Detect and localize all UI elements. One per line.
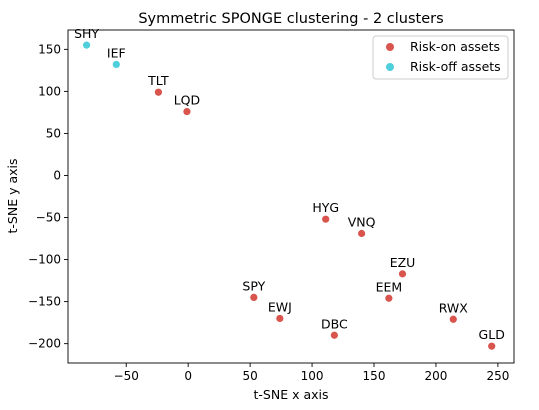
y-tick-label: 150 — [38, 42, 61, 56]
x-tick-label: 100 — [301, 369, 324, 383]
label-hyg: HYG — [312, 200, 339, 215]
x-tick-label: 50 — [242, 369, 257, 383]
point-lqd — [183, 107, 191, 116]
label-rwx: RWX — [439, 300, 469, 315]
legend-label-risk-on: Risk-on assets — [410, 39, 500, 54]
label-ief: IEF — [107, 45, 126, 60]
label-ezu: EZU — [390, 255, 416, 270]
point-gld — [488, 342, 496, 350]
y-axis-label: t-SNE y axis — [5, 159, 20, 234]
label-ewj: EWJ — [268, 299, 292, 314]
x-tick-label: 0 — [184, 369, 192, 383]
legend-marker-risk-on — [386, 43, 394, 51]
point-dbc — [330, 331, 338, 339]
label-gld: GLD — [479, 327, 505, 342]
y-tick-label: 0 — [53, 168, 61, 182]
legend-box — [372, 35, 509, 80]
point-spy — [250, 293, 258, 302]
point-ezu — [398, 270, 407, 278]
point-hyg — [322, 215, 330, 223]
y-tick-label: −100 — [28, 253, 61, 267]
label-tlt: TLT — [147, 73, 169, 88]
y-tick-label: −150 — [28, 295, 61, 309]
point-ewj — [276, 314, 284, 323]
chart-title: Symmetric SPONGE clustering - 2 clusters — [138, 11, 443, 27]
label-spy: SPY — [242, 278, 265, 293]
point-rwx — [449, 315, 457, 323]
label-shy: SHY — [74, 26, 99, 41]
plot-frame — [67, 29, 515, 364]
x-tick-label: −50 — [114, 369, 139, 383]
y-tick-label: −200 — [28, 337, 61, 351]
y-tick-label: 50 — [46, 126, 61, 140]
label-lqd: LQD — [174, 93, 200, 108]
point-shy — [82, 41, 91, 49]
x-axis-label: t-SNE x axis — [254, 387, 329, 402]
point-vnq — [358, 229, 366, 238]
x-tick-label: 200 — [424, 369, 447, 383]
point-ief — [112, 60, 120, 69]
label-vnq: VNQ — [348, 215, 376, 230]
label-eem: EEM — [376, 279, 403, 294]
x-tick-label: 150 — [363, 369, 386, 383]
label-dbc: DBC — [321, 316, 348, 331]
legend-marker-risk-off — [386, 63, 394, 71]
legend: Risk-on assets Risk-off assets — [372, 35, 509, 80]
axis-ticks: −50 0 50 100 150 200 250 −200 −150 −100 −50 0 50 100 1… — [28, 42, 509, 383]
point-tlt — [154, 88, 163, 96]
point-eem — [385, 294, 393, 302]
y-tick-label: −50 — [36, 211, 61, 225]
y-tick-label: 100 — [38, 84, 61, 98]
data-points — [82, 41, 496, 350]
legend-label-risk-off: Risk-off assets — [410, 59, 501, 74]
x-tick-label: 250 — [486, 369, 509, 383]
